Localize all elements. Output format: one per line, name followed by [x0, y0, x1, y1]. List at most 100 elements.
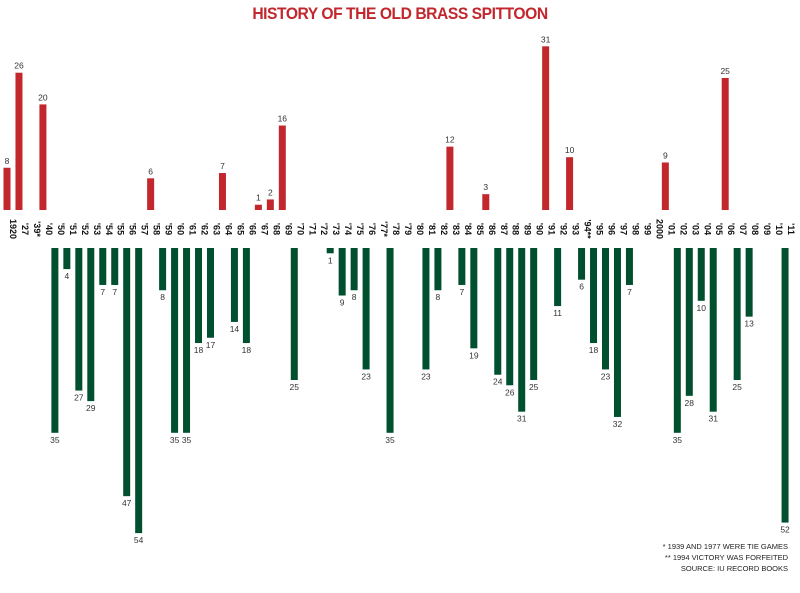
green-bar [613, 248, 621, 417]
green-bar [602, 248, 609, 370]
x-tick-label: '91 [547, 223, 557, 235]
x-tick-label: '03 [690, 223, 700, 235]
x-tick-label: '76 [367, 223, 377, 235]
x-tick-label: '68 [271, 223, 281, 235]
x-tick-label: '74 [343, 223, 353, 235]
green-bar [554, 248, 562, 307]
green-bar [733, 248, 741, 380]
x-tick-label: '11 [786, 223, 796, 235]
green-bar-value-label: 19 [469, 350, 479, 360]
green-bar-value-label: 25 [290, 382, 300, 392]
green-bar [625, 248, 633, 285]
x-tick-label: '05 [714, 223, 724, 235]
x-tick-label: '57 [140, 223, 150, 235]
red-bar [266, 199, 274, 210]
green-bar-value-label: 28 [685, 398, 695, 408]
green-bar [183, 248, 191, 433]
x-tick-label: '86 [487, 223, 497, 235]
red-bar-value-label: 1 [256, 193, 261, 203]
green-bar [362, 248, 370, 370]
x-tick-label: '87 [499, 223, 509, 235]
green-bar [290, 248, 298, 380]
red-bar-value-label: 7 [220, 161, 225, 171]
green-bar-value-label: 8 [160, 292, 165, 302]
green-bar-value-label: 31 [708, 414, 718, 424]
green-bar [350, 248, 358, 291]
green-bar [51, 248, 59, 433]
x-tick-label: '58 [152, 223, 162, 235]
green-bar-value-label: 25 [529, 382, 539, 392]
x-tick-label: '73 [331, 223, 341, 235]
green-bar [530, 248, 538, 380]
green-bar [590, 248, 598, 344]
x-tick-label: '89 [523, 223, 533, 235]
red-bar-value-label: 2 [268, 187, 273, 197]
green-bar-value-label: 11 [553, 308, 562, 318]
green-bar-value-label: 9 [340, 298, 345, 308]
x-tick-label: '04 [702, 223, 712, 235]
x-tick-label: '40 [44, 223, 54, 235]
x-tick-label: '61 [188, 223, 198, 235]
x-tick-label: '65 [235, 223, 245, 235]
green-bar-value-label: 13 [744, 319, 754, 329]
red-bar-value-label: 25 [720, 66, 730, 76]
green-bar [338, 248, 346, 296]
green-bar-value-label: 17 [206, 340, 216, 350]
red-bar-value-label: 9 [663, 150, 668, 160]
red-bar [446, 146, 454, 210]
x-tick-label: '78 [391, 223, 401, 235]
green-bar [422, 248, 430, 370]
x-tick-label: '39* [32, 221, 42, 237]
x-tick-label: '69 [283, 223, 293, 235]
red-bar-value-label: 10 [565, 145, 575, 155]
x-tick-label: '08 [750, 223, 760, 235]
green-bar-value-label: 7 [627, 287, 632, 297]
x-tick-label: '54 [104, 223, 114, 235]
x-tick-label: '63 [211, 223, 221, 235]
x-tick-label: '71 [307, 223, 317, 235]
green-bar-value-label: 29 [86, 403, 96, 413]
x-tick-label: '85 [475, 223, 485, 235]
red-bar [566, 157, 574, 210]
x-tick-label: '53 [92, 223, 102, 235]
green-bar-value-label: 7 [100, 287, 105, 297]
x-tick-label: '09 [762, 223, 772, 235]
x-tick-label: '95 [595, 223, 605, 235]
green-bar-value-label: 47 [122, 498, 132, 508]
green-bar [195, 248, 203, 344]
green-bar [709, 248, 717, 412]
red-bar [254, 204, 262, 210]
x-tick-label: '84 [463, 223, 473, 235]
x-tick-label: '50 [56, 223, 66, 235]
x-tick-label: '10 [774, 223, 784, 235]
red-bar-value-label: 8 [5, 156, 10, 166]
green-bar [578, 248, 586, 280]
green-bar [111, 248, 119, 285]
red-bar [278, 125, 286, 210]
red-bar [542, 46, 550, 210]
green-bar-value-label: 14 [230, 324, 240, 334]
x-tick-label: '52 [80, 223, 90, 235]
red-bar-value-label: 12 [445, 135, 455, 145]
green-bar-value-label: 6 [579, 282, 584, 292]
x-tick-label: '79 [403, 223, 413, 235]
x-tick-label: '06 [726, 223, 736, 235]
green-bar-value-label: 31 [517, 414, 527, 424]
green-bar [159, 248, 167, 291]
chart-title: HISTORY OF THE OLD BRASS SPITTOON [252, 4, 548, 23]
green-bar-value-label: 35 [170, 435, 180, 445]
x-tick-label: '93 [571, 223, 581, 235]
x-tick-label: '01 [666, 223, 676, 235]
x-tick-label: '62 [200, 223, 210, 235]
green-bar [386, 248, 394, 433]
green-bar-value-label: 25 [732, 382, 742, 392]
green-bar-value-label: 8 [352, 292, 357, 302]
x-tick-label: '55 [116, 223, 126, 235]
green-bar-value-label: 54 [134, 535, 144, 545]
x-tick-label: '59 [164, 223, 174, 235]
green-bar-value-label: 4 [64, 271, 69, 281]
x-tick-label: '07 [738, 223, 748, 235]
green-bar [745, 248, 753, 317]
red-bar [39, 104, 47, 210]
